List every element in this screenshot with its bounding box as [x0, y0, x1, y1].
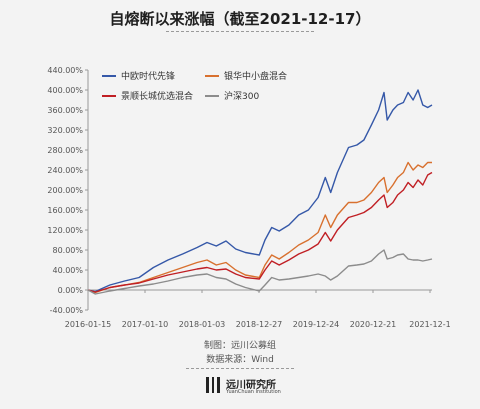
brand-name-cn: 远川研究所 [226, 380, 276, 391]
data-source-note: 数据来源：Wind [206, 355, 274, 365]
chart-maker-note: 制图：远川公募组 [203, 341, 276, 351]
y-tick-label: 200.00% [47, 186, 83, 195]
y-tick-label: 80.00% [52, 246, 83, 255]
brand-name-en: YuanChuan Institution [226, 389, 281, 395]
series-line-4 [87, 249, 433, 295]
y-tick-label: 120.00% [47, 226, 83, 235]
x-tick-label: 2017-01-10 [122, 320, 169, 329]
chart-title: 自熔断以来涨幅（截至2021-12-17） [109, 10, 371, 28]
title-divider [166, 31, 314, 32]
series-line-3 [87, 171, 433, 293]
x-tick-label: 2020-12-21 [350, 320, 397, 329]
y-tick-label: 40.00% [52, 266, 83, 275]
legend-label: 沪深300 [224, 90, 259, 102]
footer-divider [186, 368, 294, 369]
brand-logo: 远川研究所 YuanChuan Institution [206, 375, 296, 397]
y-tick-label: 360.00% [47, 106, 83, 115]
legend-label: 银华中小盘混合 [224, 70, 287, 82]
y-tick-label: 280.00% [47, 146, 83, 155]
y-tick-label: 160.00% [47, 206, 83, 215]
legend-label: 中欧时代先锋 [121, 70, 175, 82]
series-line-1 [87, 89, 433, 293]
series-line-2 [87, 161, 432, 294]
x-tick-label: 2021-12-1 [409, 320, 450, 329]
y-tick-label: 240.00% [47, 166, 83, 175]
x-tick-label: 2018-12-27 [236, 320, 283, 329]
x-tick-label: 2018-01-03 [179, 320, 226, 329]
x-tick-label: 2019-12-24 [293, 320, 340, 329]
brand-logo-icon [206, 377, 220, 393]
y-tick-label: 400.00% [47, 86, 83, 95]
y-tick-label: 320.00% [47, 126, 83, 135]
x-tick-label: 2016-01-15 [65, 320, 112, 329]
y-tick-label: -40.00% [50, 306, 84, 315]
legend-label: 景顺长城优选混合 [121, 90, 193, 102]
y-tick-label: 0.00% [58, 286, 84, 295]
y-tick-label: 440.00% [47, 66, 83, 75]
